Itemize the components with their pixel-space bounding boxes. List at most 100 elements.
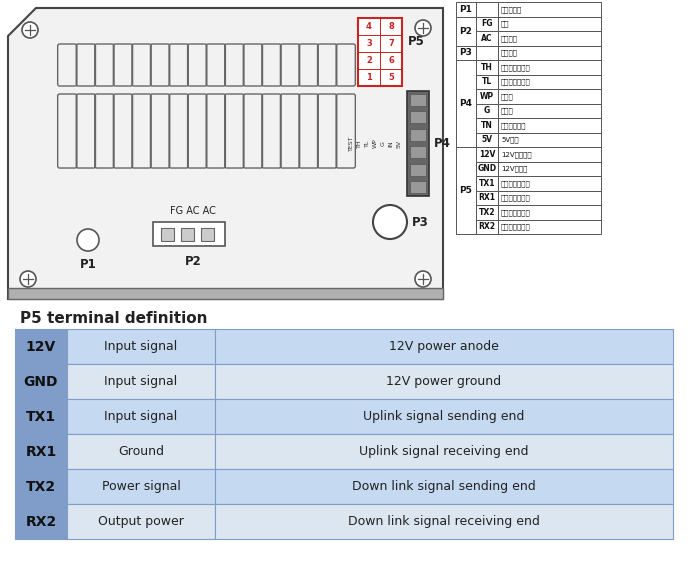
Text: 7: 7: [388, 39, 394, 48]
Bar: [476, 190, 498, 205]
Text: IN: IN: [388, 140, 393, 147]
Bar: [67, 364, 215, 399]
Bar: [215, 469, 673, 504]
Bar: [410, 128, 426, 141]
Bar: [498, 147, 601, 162]
Text: 5V输出: 5V输出: [501, 136, 519, 143]
Bar: [15, 469, 67, 504]
Bar: [161, 228, 174, 241]
Bar: [476, 16, 498, 31]
Bar: [498, 118, 601, 132]
Text: 下行信号接收端: 下行信号接收端: [501, 224, 531, 230]
Text: P1: P1: [79, 257, 97, 270]
Text: TX1: TX1: [479, 179, 495, 188]
Text: 12V: 12V: [26, 339, 56, 354]
Circle shape: [373, 205, 407, 239]
Bar: [67, 504, 215, 539]
Text: TH: TH: [481, 62, 493, 72]
Bar: [498, 89, 601, 104]
Bar: [215, 504, 673, 539]
Bar: [498, 190, 601, 205]
Bar: [456, 46, 476, 60]
Bar: [358, 18, 402, 86]
Text: FG: FG: [481, 19, 493, 28]
Text: TH: TH: [357, 139, 362, 148]
Circle shape: [20, 271, 36, 287]
Text: GND: GND: [477, 164, 497, 173]
Text: 5: 5: [388, 73, 394, 82]
Bar: [476, 118, 498, 132]
Bar: [456, 16, 476, 46]
Bar: [476, 147, 498, 162]
Bar: [410, 111, 426, 123]
Text: 控制地: 控制地: [501, 108, 514, 114]
Bar: [476, 2, 498, 16]
Bar: [67, 329, 215, 364]
Bar: [15, 399, 67, 434]
Bar: [476, 74, 498, 89]
Bar: [8, 288, 443, 299]
Text: Input signal: Input signal: [104, 375, 177, 388]
Bar: [201, 228, 214, 241]
Text: P3: P3: [460, 48, 473, 57]
Text: TL: TL: [364, 140, 370, 147]
Bar: [476, 220, 498, 234]
Bar: [153, 222, 225, 246]
Text: WP: WP: [480, 92, 494, 101]
Text: P5: P5: [460, 186, 473, 195]
Text: Uplink signal sending end: Uplink signal sending end: [364, 410, 524, 423]
Text: P5: P5: [408, 35, 425, 48]
Text: 12V电源正极: 12V电源正极: [501, 151, 531, 158]
Text: 上行信号发送端: 上行信号发送端: [501, 180, 531, 186]
Bar: [456, 2, 476, 16]
Bar: [498, 31, 601, 46]
Bar: [498, 162, 601, 176]
Bar: [498, 46, 601, 60]
Bar: [456, 60, 476, 147]
Text: Input signal: Input signal: [104, 410, 177, 423]
Bar: [410, 181, 426, 193]
Bar: [67, 469, 215, 504]
Bar: [498, 74, 601, 89]
Bar: [476, 46, 498, 60]
Bar: [476, 89, 498, 104]
Text: 下行信号发送端: 下行信号发送端: [501, 209, 531, 216]
Text: 8: 8: [388, 22, 394, 31]
Text: TN: TN: [481, 120, 493, 129]
Text: 12V电源地: 12V电源地: [501, 166, 527, 172]
Text: P2: P2: [185, 254, 201, 267]
Text: 3: 3: [366, 39, 372, 48]
Bar: [410, 146, 426, 158]
Text: RX2: RX2: [26, 515, 57, 529]
Text: 测试按鈕: 测试按鈕: [501, 50, 518, 56]
Bar: [476, 104, 498, 118]
Text: TX2: TX2: [479, 208, 495, 217]
Bar: [181, 228, 194, 241]
Circle shape: [77, 229, 99, 251]
Text: 功率控制输入: 功率控制输入: [501, 122, 526, 128]
Text: WP: WP: [373, 138, 377, 149]
Bar: [476, 60, 498, 74]
Text: 高压指示灯: 高压指示灯: [501, 6, 522, 12]
Bar: [498, 16, 601, 31]
Text: 12V power ground: 12V power ground: [386, 375, 502, 388]
Bar: [67, 399, 215, 434]
Text: 高电平控制输入: 高电平控制输入: [501, 64, 531, 70]
Text: Ground: Ground: [118, 445, 164, 458]
Text: 接地: 接地: [501, 20, 509, 27]
Bar: [410, 93, 426, 106]
Text: P2: P2: [460, 26, 473, 35]
Bar: [498, 176, 601, 190]
Circle shape: [22, 22, 38, 38]
Bar: [410, 164, 426, 176]
Text: 12V power anode: 12V power anode: [389, 340, 499, 353]
Text: P4: P4: [434, 137, 451, 150]
Text: 低电平控制输入: 低电平控制输入: [501, 78, 531, 85]
Text: P3: P3: [412, 216, 428, 229]
Bar: [498, 220, 601, 234]
Bar: [215, 434, 673, 469]
Text: 2: 2: [366, 56, 372, 65]
Bar: [498, 205, 601, 220]
Text: 4: 4: [366, 22, 372, 31]
Text: Output power: Output power: [98, 515, 184, 528]
